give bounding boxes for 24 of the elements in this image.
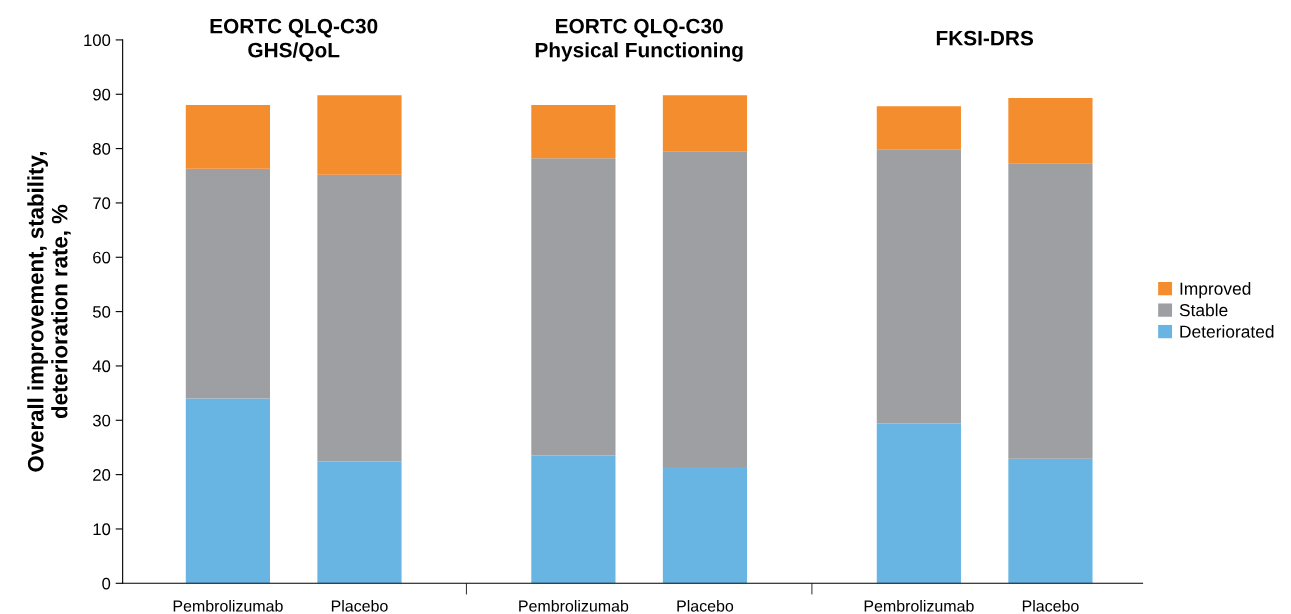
- y-tick-label: 20: [93, 469, 111, 481]
- y-tick-label: 60: [93, 251, 111, 264]
- y-tick-label: 90: [93, 88, 111, 101]
- legend-label: Improved: [1180, 282, 1251, 299]
- y-tick-label: 30: [92, 414, 111, 427]
- y-tick-label: 70: [93, 197, 111, 210]
- x-tick-label: Placebo: [331, 599, 388, 612]
- annotation: FKSI-DRS: [936, 30, 1034, 46]
- x-tick-label: Pembrolizumab: [519, 599, 629, 612]
- annotation: EORTC QLQ-C30 GHS/QoL: [210, 18, 378, 62]
- y-tick-label: 40: [92, 360, 111, 373]
- y-tick-label: 10: [93, 523, 111, 536]
- y-tick-label: 0: [102, 577, 111, 590]
- legend-label: Stable: [1179, 303, 1228, 317]
- legend-label: Deteriorated: [1180, 325, 1274, 338]
- x-tick-label: Pembrolizumab: [864, 599, 974, 612]
- y-tick-label: 100: [84, 34, 111, 47]
- y-tick-label: 80: [93, 142, 111, 155]
- annotation: EORTC QLQ-C30 Physical Functioning: [535, 18, 743, 62]
- x-tick-label: Pembrolizumab: [173, 599, 283, 612]
- y-tick-label: 50: [92, 306, 111, 318]
- x-tick-label: Placebo: [1022, 599, 1079, 612]
- y-axis-title: Overall improvement, stability, deterioration rate, %: [27, 152, 71, 472]
- x-tick-label: Placebo: [677, 599, 734, 612]
